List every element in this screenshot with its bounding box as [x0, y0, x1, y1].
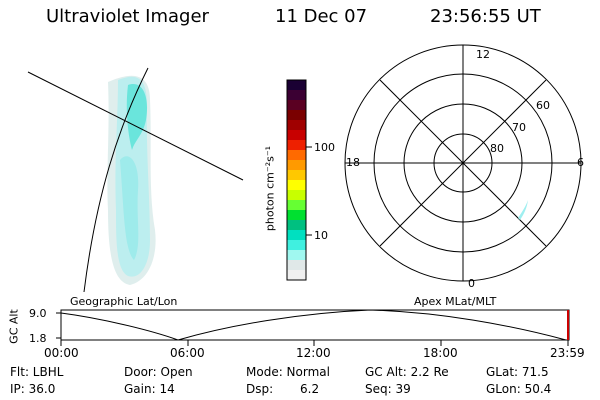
- time-tick-1800: 18:00: [423, 346, 458, 360]
- colorbar: [286, 79, 307, 281]
- colorbar-swatch: [287, 80, 306, 91]
- polar-plot: [344, 44, 582, 282]
- seq-info: Seq: 39: [365, 382, 411, 396]
- colorbar-swatch: [287, 200, 306, 211]
- colorbar-label: photon cm⁻²s⁻¹: [263, 145, 277, 232]
- colorbar-swatch: [287, 150, 306, 161]
- mlt-label-18: 18: [346, 156, 360, 169]
- colorbar-tick-100: 100: [314, 141, 335, 154]
- ip-info: IP: 36.0: [10, 382, 56, 396]
- colorbar-swatch: [287, 270, 306, 281]
- gc-alt-info: GC Alt: 2.2 Re: [365, 365, 449, 379]
- time-tick-1200: 12:00: [296, 346, 331, 360]
- mlt-label-0: 0: [468, 277, 475, 290]
- mlt-label-6: 6: [577, 156, 584, 169]
- door-info: Door: Open: [124, 365, 193, 379]
- lat-label-80: 80: [490, 142, 504, 155]
- mode-info: Mode: Normal: [246, 365, 330, 379]
- lat-label-70: 70: [512, 121, 526, 134]
- time-tick-0000: 00:00: [44, 346, 79, 360]
- colorbar-swatch: [287, 100, 306, 111]
- colorbar-swatch: [287, 190, 306, 201]
- apex-panel-label: Apex MLat/MLT: [414, 295, 497, 308]
- altitude-plot: [56, 309, 570, 346]
- glat-info: GLat: 71.5: [486, 365, 549, 379]
- colorbar-swatch: [287, 110, 306, 121]
- filter-info: Flt: LBHL: [10, 365, 64, 379]
- instrument-title: Ultraviolet Imager: [46, 6, 209, 27]
- altitude-ytick-9: 9.0: [29, 307, 47, 320]
- colorbar-swatch: [287, 130, 306, 141]
- geographic-image: [27, 67, 244, 293]
- colorbar-swatch: [287, 220, 306, 231]
- mlt-label-12: 12: [476, 48, 490, 61]
- dsp-value: 6.2: [300, 382, 320, 396]
- dsp-label: Dsp:: [246, 382, 274, 396]
- colorbar-swatch: [287, 120, 306, 131]
- colorbar-swatch: [287, 260, 306, 271]
- altitude-ylabel: GC Alt: [7, 309, 21, 344]
- colorbar-swatch: [287, 230, 306, 241]
- colorbar-swatch: [287, 240, 306, 251]
- colorbar-swatch: [287, 250, 306, 261]
- time-tick-0600: 06:00: [170, 346, 205, 360]
- time-tick-2359: 23:59: [550, 346, 585, 360]
- gain-info: Gain: 14: [124, 382, 175, 396]
- time-label: 23:56:55 UT: [430, 6, 541, 27]
- date-label: 11 Dec 07: [275, 6, 368, 27]
- colorbar-swatch: [287, 140, 306, 151]
- colorbar-tick-10: 10: [314, 229, 328, 242]
- colorbar-swatch: [287, 160, 306, 171]
- geographic-panel-label: Geographic Lat/Lon: [70, 295, 178, 308]
- glon-info: GLon: 50.4: [486, 382, 552, 396]
- colorbar-swatch: [287, 180, 306, 191]
- altitude-ytick-1-8: 1.8: [29, 332, 47, 345]
- colorbar-swatch: [287, 90, 306, 101]
- colorbar-swatch: [287, 170, 306, 181]
- lat-label-60: 60: [536, 99, 550, 112]
- colorbar-swatch: [287, 210, 306, 221]
- colorbar-border: [286, 79, 307, 281]
